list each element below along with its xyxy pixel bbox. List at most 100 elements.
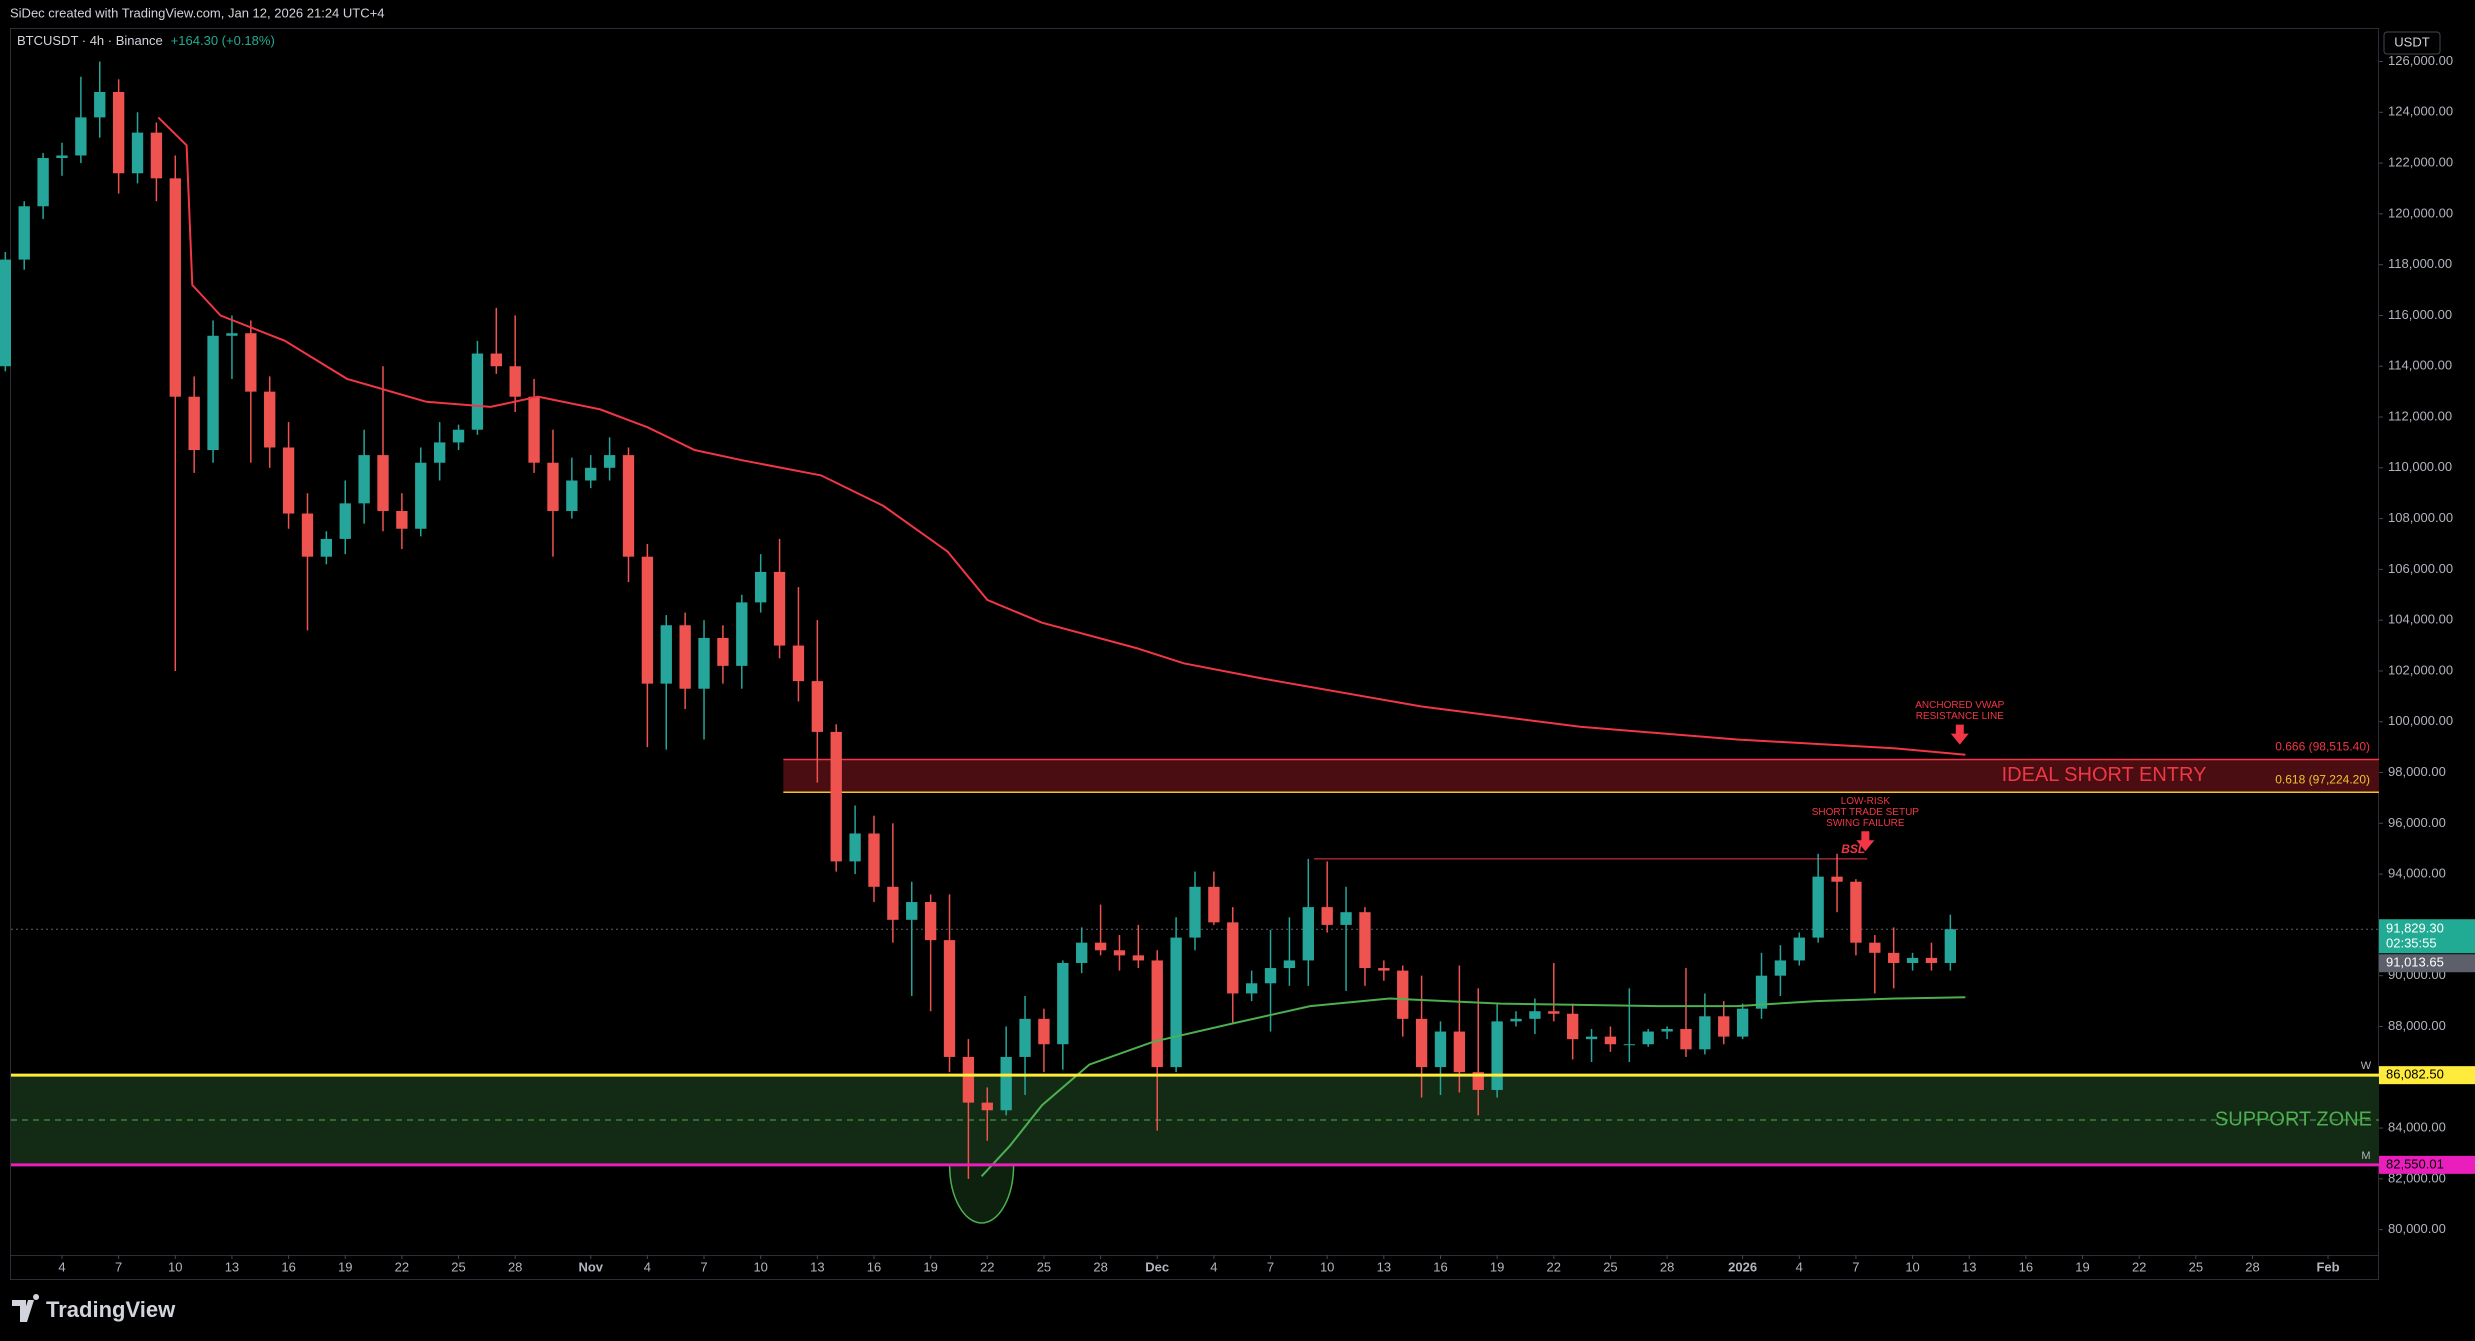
y-tick-label: 124,000.00	[2388, 104, 2453, 119]
x-tick-label: 19	[923, 1259, 937, 1274]
y-tick-label: 118,000.00	[2388, 256, 2452, 271]
candle-body	[1397, 970, 1409, 1019]
x-tick-label: 16	[281, 1259, 295, 1274]
y-tick-label: 84,000.00	[2388, 1119, 2446, 1134]
currency: USDT	[2394, 34, 2429, 49]
x-tick-label: 10	[1320, 1259, 1334, 1274]
candle-body	[603, 455, 616, 468]
plot-frame	[10, 28, 2379, 1280]
candle-body	[773, 571, 786, 646]
x-tick-label: Nov	[578, 1259, 603, 1274]
x-tick-label: 7	[1267, 1259, 1274, 1274]
x-tick-label: 4	[1210, 1259, 1217, 1274]
x-tick-label: 7	[1852, 1259, 1859, 1274]
y-tick-label: 126,000.00	[2388, 53, 2453, 68]
price-box-label: 82,550.01	[2386, 1156, 2444, 1171]
candle-body	[849, 833, 861, 862]
fib-label: 0.666 (98,515.40)	[2275, 740, 2370, 754]
candle-body	[566, 480, 578, 511]
candle-body	[56, 155, 68, 159]
price-box	[2379, 1155, 2475, 1174]
logo-text: TradingView	[46, 1297, 176, 1322]
x-tick-label: 28	[1093, 1259, 1107, 1274]
y-tick-label: 104,000.00	[2388, 612, 2453, 627]
candle-body	[1510, 1018, 1522, 1022]
candle-body	[1472, 1072, 1484, 1090]
candle-body	[1529, 1011, 1541, 1019]
y-tick-label: 94,000.00	[2388, 866, 2446, 881]
candle-body	[1491, 1021, 1503, 1090]
candle-body	[112, 91, 125, 174]
x-tick-label: 25	[451, 1259, 465, 1274]
candle-body	[452, 429, 465, 443]
candle-body	[585, 467, 597, 481]
x-tick-label: 22	[980, 1259, 994, 1274]
x-tick-label: 4	[1796, 1259, 1803, 1274]
candle-body	[150, 132, 163, 179]
x-tick-label: 10	[753, 1259, 767, 1274]
y-tick-label: 88,000.00	[2388, 1018, 2446, 1033]
candle-body	[1189, 886, 1201, 938]
candle-body	[1869, 942, 1881, 953]
x-tick-label: 25	[1037, 1259, 1051, 1274]
prev-price-box	[2379, 954, 2475, 973]
x-tick-label: 7	[700, 1259, 707, 1274]
candle-body	[811, 681, 823, 732]
highlight-curve	[948, 1164, 1015, 1224]
annotation-text: SHORT TRADE SETUP	[1812, 807, 1920, 818]
candle-body	[1113, 950, 1126, 956]
y-tick-label: 120,000.00	[2388, 205, 2453, 220]
x-tick-label: 4	[644, 1259, 651, 1274]
y-tick-label: 108,000.00	[2388, 510, 2453, 525]
candle-body	[75, 117, 87, 156]
x-tick-label: 22	[2132, 1259, 2146, 1274]
annotation-arrow	[1950, 724, 1969, 745]
candle-body	[94, 91, 106, 118]
candle-body	[1415, 1018, 1428, 1068]
candle-body	[1264, 968, 1277, 984]
candle-body	[1453, 1031, 1466, 1073]
candle-body	[0, 259, 12, 367]
x-tick-label: 25	[2189, 1259, 2203, 1274]
x-tick-label: 10	[1905, 1259, 1919, 1274]
candle-body	[698, 637, 710, 689]
x-tick-label: 2026	[1728, 1259, 1757, 1274]
candle-body	[755, 571, 767, 603]
y-tick-label: 112,000.00	[2388, 408, 2452, 423]
candle-body	[547, 462, 559, 511]
x-tick-label: Dec	[1145, 1259, 1169, 1274]
candle-body	[660, 625, 672, 684]
countdown: 02:35:55	[2386, 936, 2437, 951]
level-tag: M	[2361, 1150, 2370, 1162]
candle-body	[868, 833, 880, 887]
candle-body	[1038, 1018, 1050, 1045]
x-tick-label: 16	[867, 1259, 881, 1274]
symbol-line: BTCUSDT · 4h · Binance +164.30 (+0.18%)	[17, 33, 275, 48]
swing-label: BSL	[1841, 842, 1865, 856]
candle-body	[1585, 1036, 1598, 1040]
vwap-line	[980, 996, 1966, 1177]
x-tick-label: 22	[1547, 1259, 1561, 1274]
candle-body	[906, 902, 918, 920]
candle-body	[1831, 876, 1843, 882]
candle-body	[641, 556, 654, 684]
candle-body	[1812, 876, 1824, 938]
x-tick-label: 25	[1603, 1259, 1617, 1274]
candle-body	[1340, 912, 1352, 925]
logo: TradingView	[12, 1294, 176, 1322]
candle-body	[1906, 957, 1919, 963]
price-box	[2379, 1066, 2475, 1085]
y-tick-label: 96,000.00	[2388, 815, 2446, 830]
candle-body	[1623, 1044, 1635, 1046]
x-tick-label: 19	[338, 1259, 352, 1274]
candle-body	[471, 353, 484, 430]
symbol: BTCUSDT · 4h · Binance	[17, 33, 163, 48]
candle-body	[131, 132, 144, 174]
candle-body	[1208, 886, 1220, 923]
candle-body	[377, 455, 389, 511]
candle-body	[1359, 912, 1371, 969]
annotation-text: RESISTANCE LINE	[1916, 711, 2004, 722]
last-price-box	[2379, 919, 2475, 954]
annotation-text: LOW-RISK	[1841, 796, 1891, 807]
candle-body	[1321, 907, 1333, 925]
